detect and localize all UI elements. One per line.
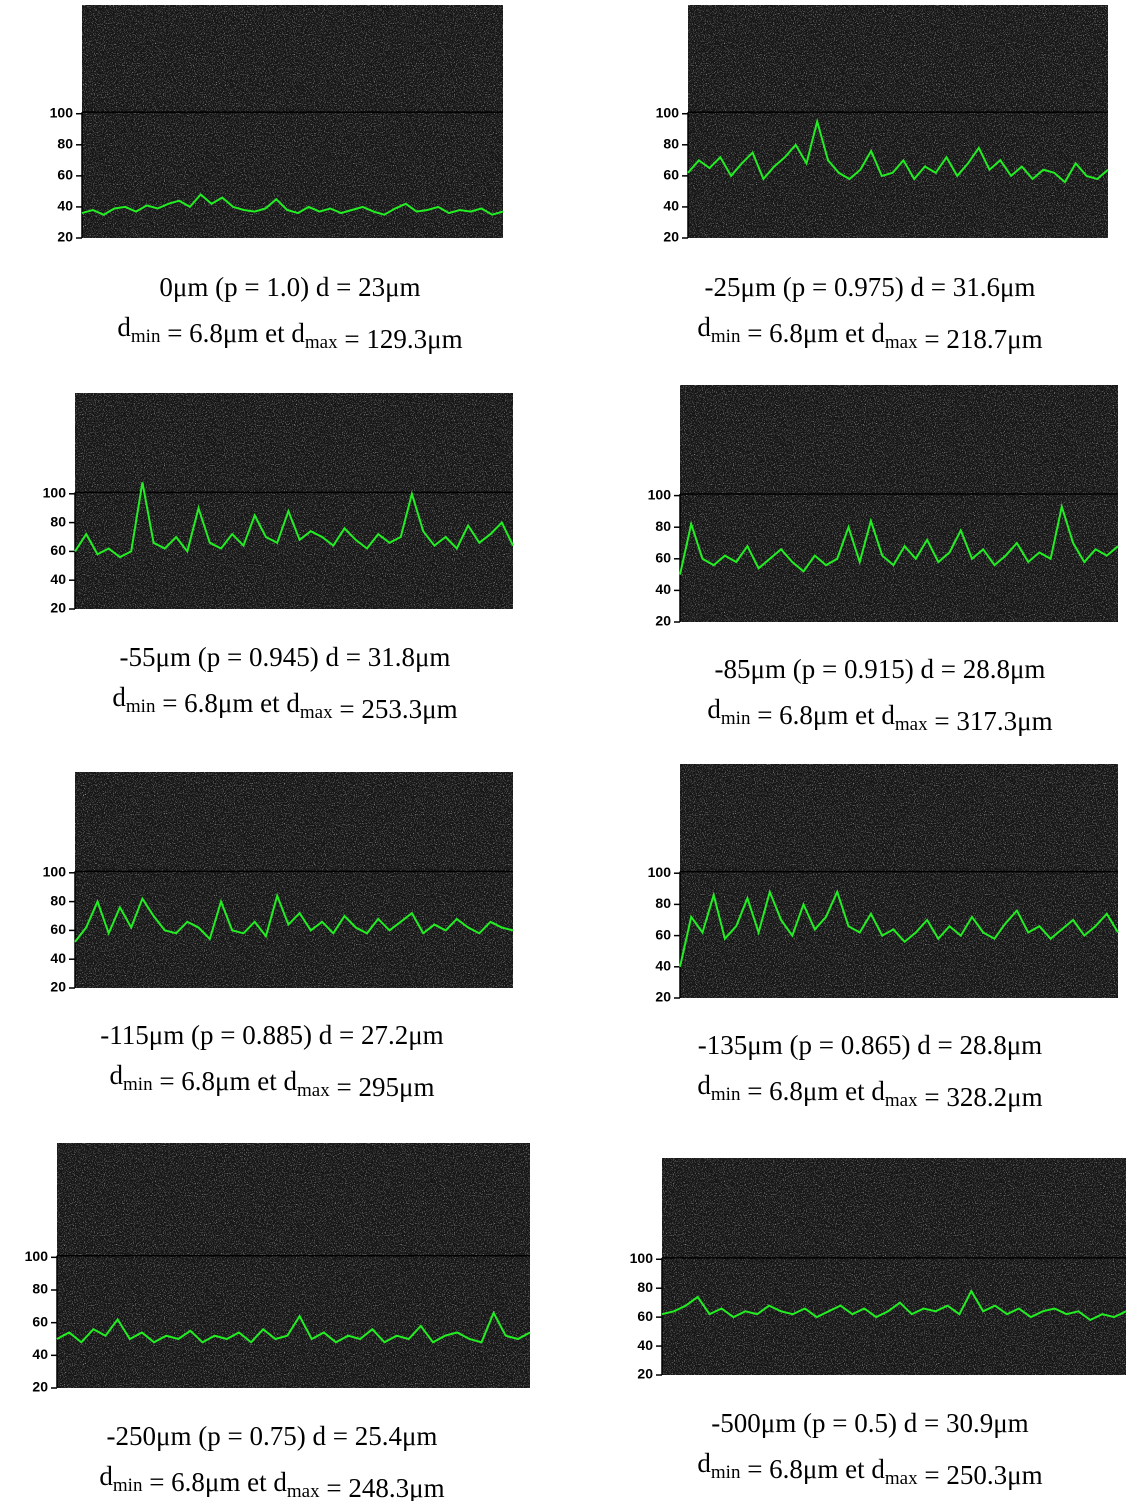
y-tick-label: 80	[637, 1279, 653, 1295]
y-tick-label: 80	[655, 895, 671, 911]
caption-line: dmin = 6.8μm et dmax = 248.3μm	[99, 1461, 444, 1501]
caption-line: dmin = 6.8μm et dmax = 328.2μm	[697, 1070, 1042, 1112]
caption-line: dmin = 6.8μm et dmax = 295μm	[110, 1060, 435, 1102]
y-tick-label: 100	[50, 104, 74, 120]
profile-line	[56, 1310, 531, 1344]
profile-line	[679, 888, 1119, 968]
profile-line	[661, 1289, 1127, 1322]
y-tick-label: 40	[50, 950, 66, 966]
y-tick-label: 20	[663, 229, 679, 245]
y-tick-label: 80	[50, 892, 66, 908]
caption-line: dmin = 6.8μm et dmax = 253.3μm	[112, 682, 457, 724]
caption-line: dmin = 6.8μm et dmax = 129.3μm	[117, 312, 462, 354]
micrograph-speckle	[680, 764, 1118, 998]
y-tick-label: 100	[43, 864, 67, 880]
y-tick-label: 60	[50, 542, 66, 558]
y-tick-label: 100	[648, 486, 672, 502]
y-tick-label: 100	[43, 485, 67, 501]
y-tick-label: 20	[32, 1379, 48, 1395]
y-tick-label: 40	[637, 1337, 653, 1353]
y-tick-label: 80	[57, 136, 73, 152]
profile-line	[679, 502, 1119, 575]
profile-line	[687, 117, 1109, 184]
y-tick-label: 20	[57, 229, 73, 245]
y-tick-label: 100	[25, 1248, 49, 1264]
y-tick-label: 20	[655, 613, 671, 629]
caption-line: dmin = 6.8μm et dmax = 218.7μm	[697, 312, 1042, 354]
caption-line: -115μm (p = 0.885) d = 27.2μm	[100, 1020, 443, 1050]
y-tick-label: 40	[663, 198, 679, 214]
caption-line: -250μm (p = 0.75) d = 25.4μm	[107, 1421, 438, 1451]
y-tick-label: 40	[655, 958, 671, 974]
profile-line	[81, 193, 504, 216]
y-tick-label: 20	[655, 989, 671, 1005]
y-tick-label: 40	[57, 198, 73, 214]
y-tick-label: 60	[655, 550, 671, 566]
y-tick-label: 80	[32, 1281, 48, 1297]
y-tick-label: 60	[655, 926, 671, 942]
y-tick-label: 80	[663, 136, 679, 152]
y-tick-label: 100	[630, 1250, 654, 1266]
y-tick-label: 60	[663, 167, 679, 183]
y-tick-label: 60	[57, 167, 73, 183]
caption-line: -85μm (p = 0.915) d = 28.8μm	[715, 654, 1046, 684]
y-tick-label: 20	[637, 1366, 653, 1382]
micrograph-speckle	[688, 5, 1108, 238]
caption-line: -135μm (p = 0.865) d = 28.8μm	[698, 1030, 1042, 1060]
y-tick-label: 100	[656, 104, 680, 120]
y-tick-label: 40	[32, 1346, 48, 1362]
micrograph-speckle	[82, 5, 503, 238]
y-tick-label: 40	[655, 581, 671, 597]
caption-line: 0μm (p = 1.0) d = 23μm	[159, 272, 420, 302]
micrograph-speckle	[75, 772, 513, 988]
y-tick-label: 100	[648, 864, 672, 880]
caption-line: dmin = 6.8μm et dmax = 250.3μm	[697, 1448, 1042, 1490]
caption-line: -55μm (p = 0.945) d = 31.8μm	[120, 642, 451, 672]
y-tick-label: 80	[655, 518, 671, 534]
profile-line	[74, 482, 514, 559]
micrograph-speckle	[75, 393, 513, 609]
profile-line	[74, 892, 514, 943]
caption-line: dmin = 6.8μm et dmax = 317.3μm	[707, 694, 1052, 736]
micrograph-speckle	[662, 1158, 1126, 1375]
caption-line: -25μm (p = 0.975) d = 31.6μm	[705, 272, 1036, 302]
micrograph-speckle	[57, 1143, 530, 1388]
caption-line: -500μm (p = 0.5) d = 30.9μm	[711, 1408, 1028, 1438]
y-tick-label: 60	[637, 1308, 653, 1324]
y-tick-label: 60	[32, 1313, 48, 1329]
y-tick-label: 60	[50, 921, 66, 937]
y-tick-label: 20	[50, 979, 66, 995]
micrograph-speckle	[680, 385, 1118, 622]
y-tick-label: 80	[50, 513, 66, 529]
y-tick-label: 20	[50, 600, 66, 616]
y-tick-label: 40	[50, 571, 66, 587]
